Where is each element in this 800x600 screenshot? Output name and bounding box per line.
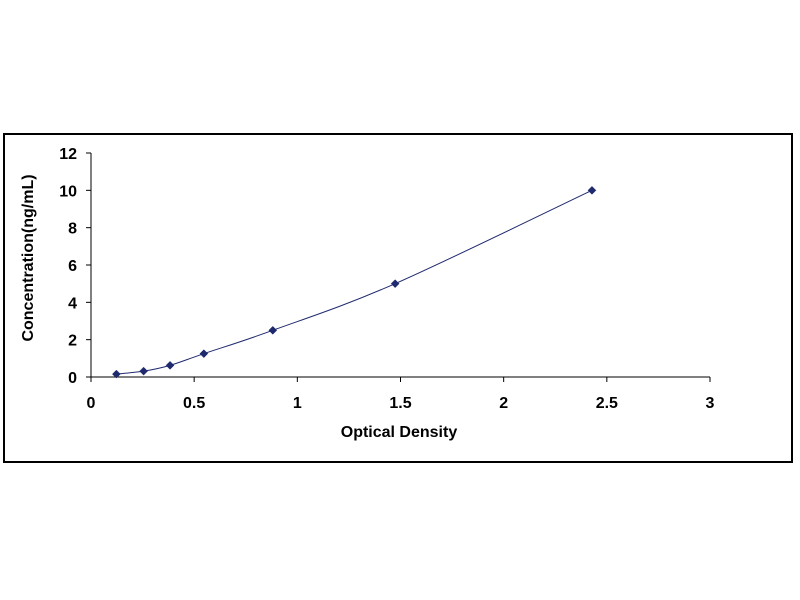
- x-tick-labels: 0 0.5 1 1.5 2 2.5 3: [87, 395, 715, 412]
- x-tick-label: 2.5: [596, 395, 618, 412]
- data-point: [268, 325, 278, 335]
- y-tick-label: 6: [68, 258, 77, 275]
- trend-curve-group: [116, 189, 593, 375]
- data-points: [112, 185, 597, 379]
- y-tick-label: 8: [68, 221, 77, 238]
- y-tick-label: 0: [68, 370, 77, 387]
- x-tick-label: 3: [706, 395, 715, 412]
- data-point: [139, 366, 148, 376]
- data-point: [199, 349, 209, 359]
- x-tick-label: 1: [293, 395, 302, 412]
- y-tick-label: 4: [68, 295, 77, 312]
- y-tick-labels: 0 2 4 6 8 10 12: [59, 146, 77, 387]
- y-axis-title: Concentration(ng/mL): [20, 174, 37, 341]
- data-point: [112, 369, 121, 379]
- x-axis-title: Optical Density: [341, 424, 458, 441]
- chart-frame: [3, 133, 793, 463]
- x-tick-label: 0.5: [183, 395, 205, 412]
- x-tick-label: 1.5: [389, 395, 411, 412]
- data-point: [587, 185, 597, 195]
- trend-curve: [116, 189, 593, 375]
- y-tick-label: 10: [59, 183, 77, 200]
- x-tick-label: 0: [87, 395, 96, 412]
- data-point: [390, 279, 400, 289]
- x-tick-label: 2: [499, 395, 508, 412]
- y-tick-label: 12: [59, 146, 77, 163]
- y-tick-label: 2: [68, 333, 77, 350]
- axes: [86, 152, 711, 382]
- data-point: [165, 360, 175, 370]
